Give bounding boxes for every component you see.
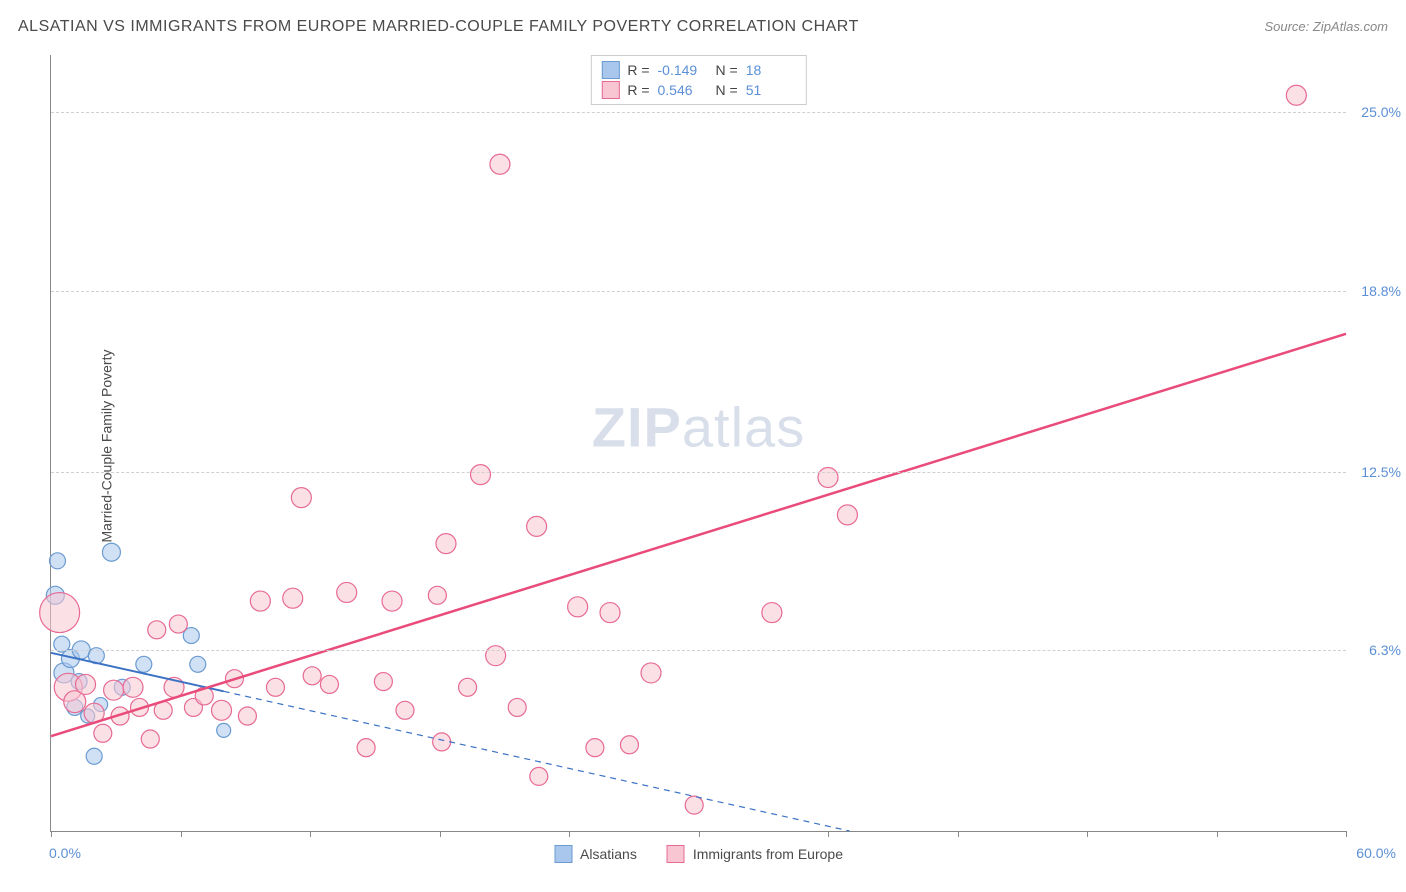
data-point — [433, 733, 451, 751]
x-tick — [51, 831, 52, 837]
y-tick-label: 6.3% — [1369, 642, 1401, 658]
data-point — [123, 677, 143, 697]
x-tick — [958, 831, 959, 837]
title-bar: ALSATIAN VS IMMIGRANTS FROM EUROPE MARRI… — [18, 18, 1388, 36]
data-point — [837, 505, 857, 525]
legend-item: Immigrants from Europe — [667, 845, 843, 863]
grid-line — [51, 112, 1346, 113]
legend-swatch — [601, 61, 619, 79]
data-point — [527, 516, 547, 536]
x-tick — [699, 831, 700, 837]
data-point — [217, 723, 231, 737]
data-point — [102, 543, 120, 561]
legend-n-label: N = — [716, 82, 738, 98]
data-point — [238, 707, 256, 725]
legend-swatch — [554, 845, 572, 863]
chart-container: ALSATIAN VS IMMIGRANTS FROM EUROPE MARRI… — [0, 0, 1406, 892]
y-tick-label: 25.0% — [1361, 104, 1401, 120]
chart-title: ALSATIAN VS IMMIGRANTS FROM EUROPE MARRI… — [18, 18, 859, 36]
data-point — [303, 667, 321, 685]
data-point — [148, 621, 166, 639]
data-point — [291, 488, 311, 508]
trend-line — [51, 334, 1346, 736]
data-point — [600, 603, 620, 623]
y-tick-label: 18.8% — [1361, 283, 1401, 299]
data-point — [586, 739, 604, 757]
grid-line — [51, 472, 1346, 473]
data-point — [169, 615, 187, 633]
x-tick — [1217, 831, 1218, 837]
x-tick — [828, 831, 829, 837]
data-point — [1286, 85, 1306, 105]
legend-r-label: R = — [627, 62, 649, 78]
data-point — [49, 553, 65, 569]
x-tick — [569, 831, 570, 837]
data-point — [428, 586, 446, 604]
data-point — [136, 656, 152, 672]
x-tick — [1087, 831, 1088, 837]
data-point — [486, 646, 506, 666]
legend-row: R = -0.149 N = 18 — [601, 60, 795, 80]
trend-line-dashed — [224, 691, 850, 831]
legend-series: Alsatians Immigrants from Europe — [554, 845, 843, 863]
data-point — [436, 534, 456, 554]
data-point — [508, 698, 526, 716]
legend-n-value: 18 — [746, 62, 796, 78]
data-point — [94, 724, 112, 742]
legend-swatch — [601, 81, 619, 99]
x-tick — [310, 831, 311, 837]
x-tick — [181, 831, 182, 837]
legend-series-name: Immigrants from Europe — [693, 846, 843, 862]
x-tick — [440, 831, 441, 837]
data-point — [818, 467, 838, 487]
data-point — [86, 748, 102, 764]
plot-area: ZIPatlas R = -0.149 N = 18 R = 0.546 N =… — [50, 55, 1346, 832]
data-point — [396, 701, 414, 719]
data-point — [190, 656, 206, 672]
data-point — [471, 465, 491, 485]
data-point — [104, 680, 124, 700]
data-point — [530, 767, 548, 785]
x-tick — [1346, 831, 1347, 837]
data-point — [283, 588, 303, 608]
legend-series-name: Alsatians — [580, 846, 637, 862]
data-point — [762, 603, 782, 623]
data-point — [320, 675, 338, 693]
data-point — [141, 730, 159, 748]
data-point — [459, 678, 477, 696]
data-point — [212, 700, 232, 720]
grid-line — [51, 650, 1346, 651]
data-point — [685, 796, 703, 814]
data-point — [337, 582, 357, 602]
source-attribution: Source: ZipAtlas.com — [1264, 19, 1388, 34]
legend-n-value: 51 — [746, 82, 796, 98]
data-point — [641, 663, 661, 683]
x-axis-max-label: 60.0% — [1356, 845, 1396, 861]
y-tick-label: 12.5% — [1361, 464, 1401, 480]
data-point — [250, 591, 270, 611]
legend-r-value: -0.149 — [658, 62, 708, 78]
data-point — [40, 593, 80, 633]
x-axis-min-label: 0.0% — [49, 845, 81, 861]
plot-svg — [51, 55, 1346, 831]
data-point — [357, 739, 375, 757]
data-point — [568, 597, 588, 617]
data-point — [266, 678, 284, 696]
legend-n-label: N = — [716, 62, 738, 78]
data-point — [490, 154, 510, 174]
legend-r-value: 0.546 — [658, 82, 708, 98]
legend-r-label: R = — [627, 82, 649, 98]
data-point — [374, 673, 392, 691]
legend-swatch — [667, 845, 685, 863]
legend-correlation: R = -0.149 N = 18 R = 0.546 N = 51 — [590, 55, 806, 105]
legend-item: Alsatians — [554, 845, 637, 863]
grid-line — [51, 291, 1346, 292]
data-point — [382, 591, 402, 611]
data-point — [620, 736, 638, 754]
legend-row: R = 0.546 N = 51 — [601, 80, 795, 100]
data-point — [76, 674, 96, 694]
